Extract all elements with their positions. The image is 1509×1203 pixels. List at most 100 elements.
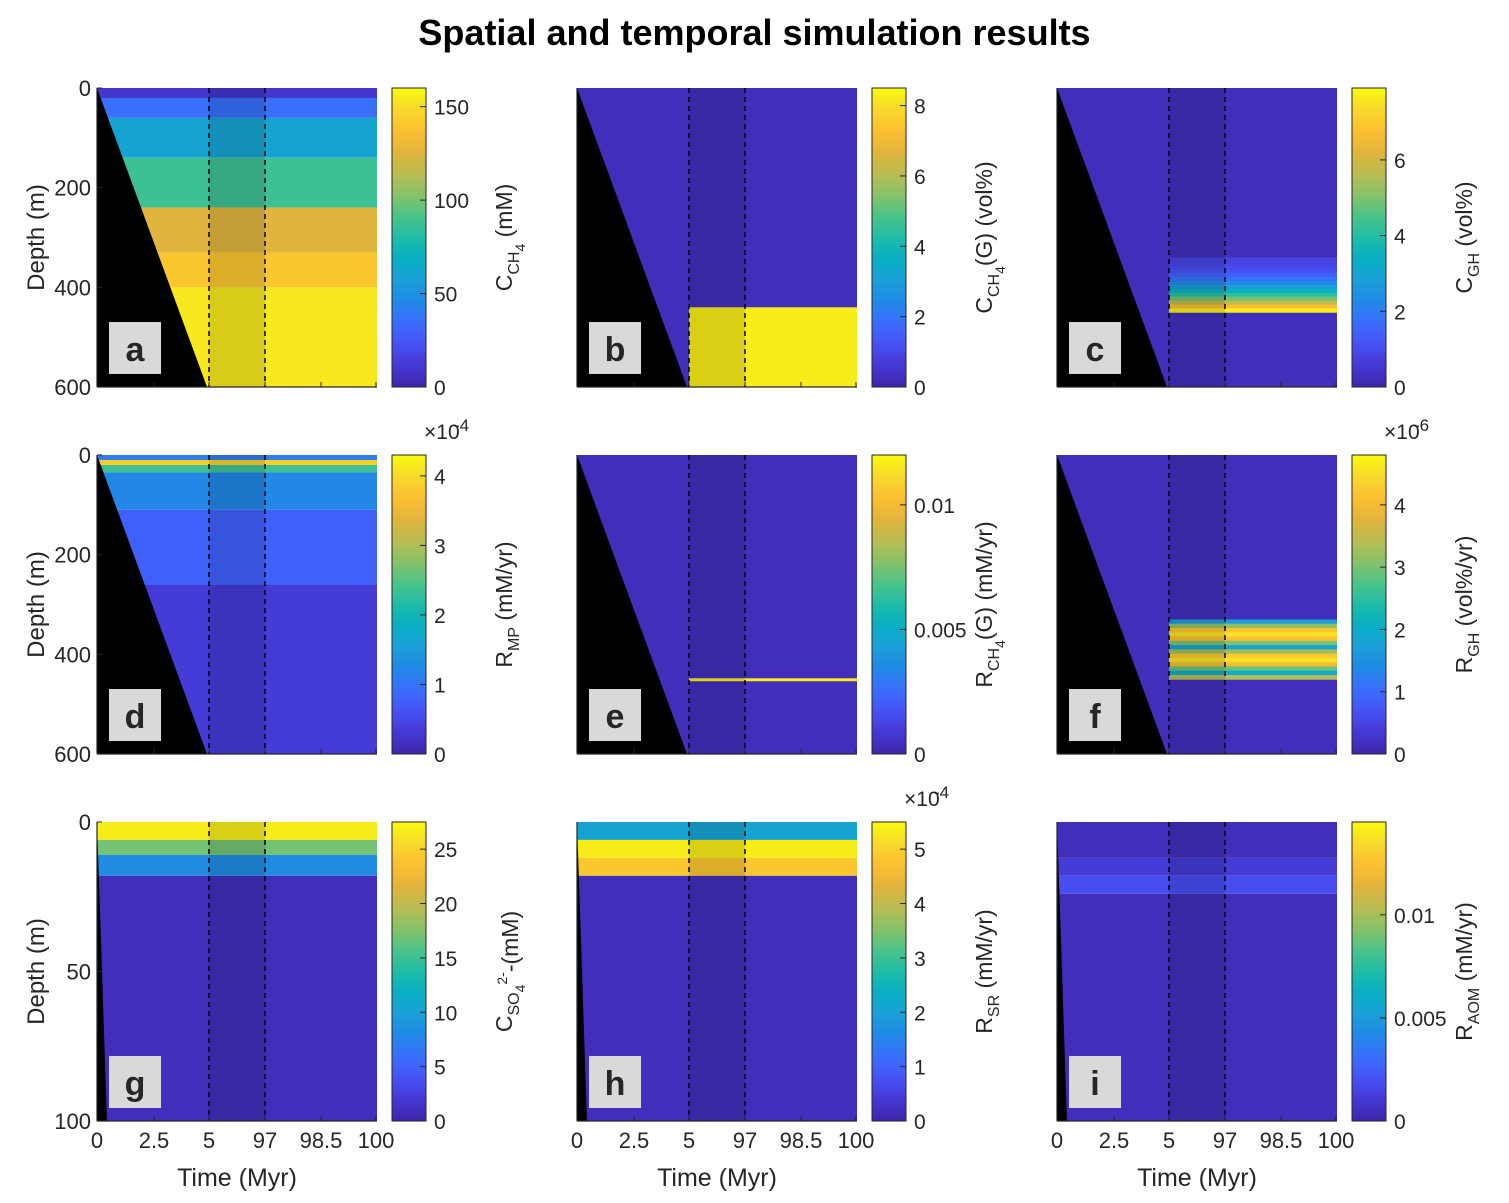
heatmap-feature bbox=[1169, 649, 1337, 655]
period-shade bbox=[209, 88, 265, 387]
heatmap-feature bbox=[1169, 619, 1337, 625]
x-axis-label: Time (Myr) bbox=[1137, 1164, 1257, 1192]
y-tick-label: 200 bbox=[54, 543, 91, 568]
heatmap-feature bbox=[1169, 636, 1337, 642]
heatmap-band bbox=[97, 157, 377, 208]
panel-label: e bbox=[606, 698, 625, 736]
colorbar-label-main: R bbox=[971, 1017, 997, 1034]
colorbar-tick-label: 1 bbox=[1394, 682, 1406, 705]
colorbar-tick-label: 1 bbox=[434, 674, 446, 697]
x-tick-label: 97 bbox=[253, 1128, 277, 1153]
y-tick-label: 400 bbox=[54, 642, 91, 667]
colorbar-tick-label: 0 bbox=[1394, 744, 1406, 767]
colorbar-tick-label: 0 bbox=[1394, 1111, 1406, 1134]
heatmap-feature bbox=[1169, 273, 1337, 278]
sediment-wedge bbox=[97, 455, 207, 754]
heatmap-band bbox=[1057, 822, 1337, 858]
colorbar-exponent-power: -4 bbox=[454, 416, 469, 435]
colorbar-tick-label: 2 bbox=[914, 1002, 926, 1025]
panel-e: e 0 0.005 0.01 RCH4(G) (mM/yr) bbox=[576, 454, 1008, 767]
colorbar-tick-label: 8 bbox=[914, 96, 926, 119]
colorbar-tick-label: 2 bbox=[914, 307, 926, 330]
colorbar-exponent-power: -4 bbox=[934, 783, 949, 802]
colorbar-tick-label: 4 bbox=[1394, 226, 1406, 249]
heatmap-feature bbox=[1169, 265, 1337, 270]
colorbar-tick-label: 0.005 bbox=[1394, 1008, 1447, 1031]
heatmap-feature bbox=[1169, 280, 1337, 286]
colorbar-label: RMP (mM/yr) bbox=[491, 541, 523, 667]
period-shade bbox=[689, 455, 745, 754]
colorbar-label-main: C bbox=[971, 297, 997, 314]
heatmap-feature bbox=[1169, 662, 1337, 667]
colorbar-label: RGH (vol%/yr) bbox=[1451, 536, 1483, 674]
colorbar-tick-label: 4 bbox=[914, 236, 926, 259]
colorbar-label-sup: 2- bbox=[494, 972, 510, 985]
y-tick-label: 600 bbox=[54, 742, 91, 767]
colorbar bbox=[871, 821, 907, 1122]
colorbar-label-sub2: 4 bbox=[992, 640, 1008, 648]
y-tick-label: 0 bbox=[79, 443, 91, 468]
panel-label: i bbox=[1090, 1065, 1099, 1103]
colorbar-tick-label: 4 bbox=[1394, 495, 1406, 518]
panel-label-box bbox=[1069, 322, 1121, 374]
sediment-wedge bbox=[577, 88, 687, 387]
sediment-wedge bbox=[1057, 455, 1167, 754]
colorbar-label-tail: (mM/yr) bbox=[1451, 902, 1477, 988]
panel-a: 0 200 400 600 Depth (m) a 0 50 100 150 CCH4 (mM) bbox=[23, 76, 528, 400]
x-tick-label: 0 bbox=[1051, 1128, 1063, 1153]
period-shade bbox=[689, 88, 745, 387]
heatmap-band bbox=[1057, 875, 1337, 894]
heatmap-feature bbox=[1169, 296, 1337, 302]
x-tick-label: 0 bbox=[571, 1128, 583, 1153]
x-tick-label: 98.5 bbox=[1260, 1128, 1303, 1153]
heatmap-feature bbox=[1169, 308, 1337, 313]
y-axis-label: Depth (m) bbox=[23, 918, 50, 1025]
colorbar-label-main: C bbox=[1451, 277, 1477, 294]
heatmap-feature bbox=[1169, 284, 1337, 290]
colorbar-tick-label: 0.01 bbox=[1394, 905, 1435, 928]
period-shade bbox=[1169, 822, 1225, 1121]
sediment-wedge bbox=[1057, 822, 1067, 1121]
x-tick-label: 100 bbox=[838, 1128, 875, 1153]
heatmap-band bbox=[97, 117, 377, 158]
colorbar-label-sub: CH bbox=[986, 648, 1003, 671]
heatmap-feature bbox=[1169, 670, 1337, 676]
colorbar-label-sub2: 4 bbox=[512, 244, 528, 252]
heatmap-feature bbox=[1169, 666, 1337, 672]
colorbar-label: RCH4(G) (mM/yr) bbox=[971, 521, 1008, 687]
x-tick-label: 100 bbox=[1318, 1128, 1355, 1153]
x-tick-label: 5 bbox=[203, 1128, 215, 1153]
colorbar-tick-label: 0 bbox=[434, 1111, 446, 1134]
heatmap-band bbox=[577, 839, 857, 858]
sediment-wedge bbox=[1057, 88, 1167, 387]
colorbar-tick-label: 2 bbox=[1394, 301, 1406, 324]
heatmap-band bbox=[97, 854, 377, 876]
colorbar bbox=[871, 87, 907, 388]
colorbar-exponent: ×10 bbox=[1384, 421, 1420, 444]
heatmap-feature bbox=[1169, 632, 1337, 638]
colorbar-label: RAOM (mM/yr) bbox=[1451, 902, 1483, 1041]
heatmap-feature bbox=[1169, 292, 1337, 298]
colorbar-tick-label: 2 bbox=[1394, 619, 1406, 642]
colorbar-tick-label: 5 bbox=[434, 1057, 446, 1080]
colorbar-exponent-power: -6 bbox=[1414, 416, 1429, 435]
colorbar-tick-label: 25 bbox=[434, 839, 457, 862]
heatmap-feature bbox=[1169, 627, 1337, 633]
heatmap-band bbox=[97, 88, 377, 98]
colorbar-tick-label: 0 bbox=[434, 744, 446, 767]
x-tick-label: 100 bbox=[358, 1128, 395, 1153]
colorbar-label-sub: AOM bbox=[1466, 988, 1483, 1024]
y-tick-label: 400 bbox=[54, 275, 91, 300]
colorbar-tick-label: 0 bbox=[914, 744, 926, 767]
heatmap-feature bbox=[1169, 674, 1337, 680]
colorbar-tick-label: 0.01 bbox=[914, 495, 955, 518]
y-axis-label: Depth (m) bbox=[23, 551, 50, 658]
sediment-wedge bbox=[577, 822, 587, 1121]
colorbar-label-tail: (mM/yr) bbox=[971, 909, 997, 995]
y-tick-label: 0 bbox=[79, 76, 91, 101]
colorbar-label-sub: GH bbox=[1466, 253, 1483, 277]
panel-i: 0 2.5 5 97 98.5 100 Time (Myr) i 0 0.005 0.01 RAOM … bbox=[1051, 821, 1483, 1192]
panel-label-box bbox=[109, 322, 161, 374]
heatmap-band bbox=[577, 857, 857, 876]
